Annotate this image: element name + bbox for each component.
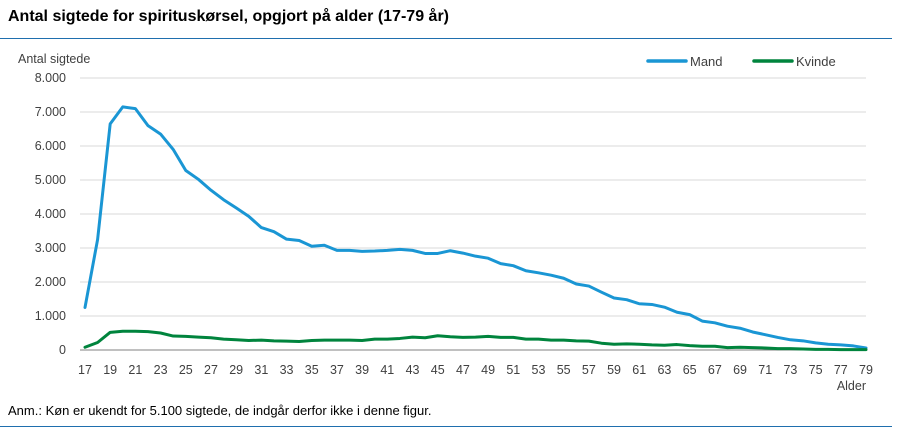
- x-tick-label: 57: [582, 363, 596, 377]
- x-tick-label: 51: [506, 363, 520, 377]
- y-axis-ticks: 0 1.000 2.000 3.000 4.000 5.000 6.000 7.000 8.00…: [35, 71, 66, 357]
- series-lines: [83, 105, 868, 352]
- series-line-mand: [83, 105, 868, 350]
- x-tick-label: 31: [254, 363, 268, 377]
- x-tick-label: 71: [758, 363, 772, 377]
- y-tick-label: 3.000: [35, 241, 66, 255]
- x-tick-label: 77: [834, 363, 848, 377]
- x-tick-label: 65: [683, 363, 697, 377]
- x-tick-label: 19: [103, 363, 117, 377]
- y-tick-label: 8.000: [35, 71, 66, 85]
- y-tick-label: 2.000: [35, 275, 66, 289]
- x-tick-label: 29: [229, 363, 243, 377]
- x-tick-label: 43: [406, 363, 420, 377]
- legend: Mand Kvinde: [646, 54, 836, 69]
- grid-lines: [80, 77, 866, 317]
- top-divider: [0, 38, 892, 39]
- y-tick-label: 1.000: [35, 309, 66, 323]
- x-tick-label: 23: [154, 363, 168, 377]
- x-axis-ticks: 17 19 21 23 25 27 29 31 33 35 37 39 41 43 45 47 49 51 53 55…: [78, 363, 873, 377]
- x-tick-label: 47: [456, 363, 470, 377]
- x-tick-label: 39: [355, 363, 369, 377]
- x-tick-label: 75: [809, 363, 823, 377]
- x-tick-label: 67: [708, 363, 722, 377]
- x-tick-label: 69: [733, 363, 747, 377]
- y-tick-label: 6.000: [35, 139, 66, 153]
- series-line-kvinde: [83, 329, 868, 352]
- x-tick-label: 55: [557, 363, 571, 377]
- x-tick-label: 79: [859, 363, 873, 377]
- bottom-divider: [0, 426, 892, 427]
- legend-label-kvinde: Kvinde: [796, 54, 836, 69]
- x-tick-label: 21: [128, 363, 142, 377]
- x-tick-label: 17: [78, 363, 92, 377]
- y-tick-label: 7.000: [35, 105, 66, 119]
- chart-title: Antal sigtede for spirituskørsel, opgjor…: [8, 8, 449, 25]
- y-tick-label: 4.000: [35, 207, 66, 221]
- x-tick-label: 41: [380, 363, 394, 377]
- y-tick-label: 5.000: [35, 173, 66, 187]
- x-axis-label: Alder: [837, 379, 866, 393]
- x-tick-label: 45: [431, 363, 445, 377]
- x-tick-label: 61: [632, 363, 646, 377]
- x-tick-label: 63: [657, 363, 671, 377]
- x-tick-label: 27: [204, 363, 218, 377]
- x-tick-label: 25: [179, 363, 193, 377]
- footnote: Anm.: Køn er ukendt for 5.100 sigtede, d…: [8, 403, 432, 418]
- y-axis-label: Antal sigtede: [18, 52, 90, 66]
- x-tick-label: 49: [481, 363, 495, 377]
- x-tick-label: 73: [783, 363, 797, 377]
- x-tick-label: 53: [532, 363, 546, 377]
- x-tick-label: 59: [607, 363, 621, 377]
- y-tick-label: 0: [59, 343, 66, 357]
- x-tick-label: 37: [330, 363, 344, 377]
- x-tick-label: 35: [305, 363, 319, 377]
- legend-label-mand: Mand: [690, 54, 723, 69]
- x-tick-label: 33: [280, 363, 294, 377]
